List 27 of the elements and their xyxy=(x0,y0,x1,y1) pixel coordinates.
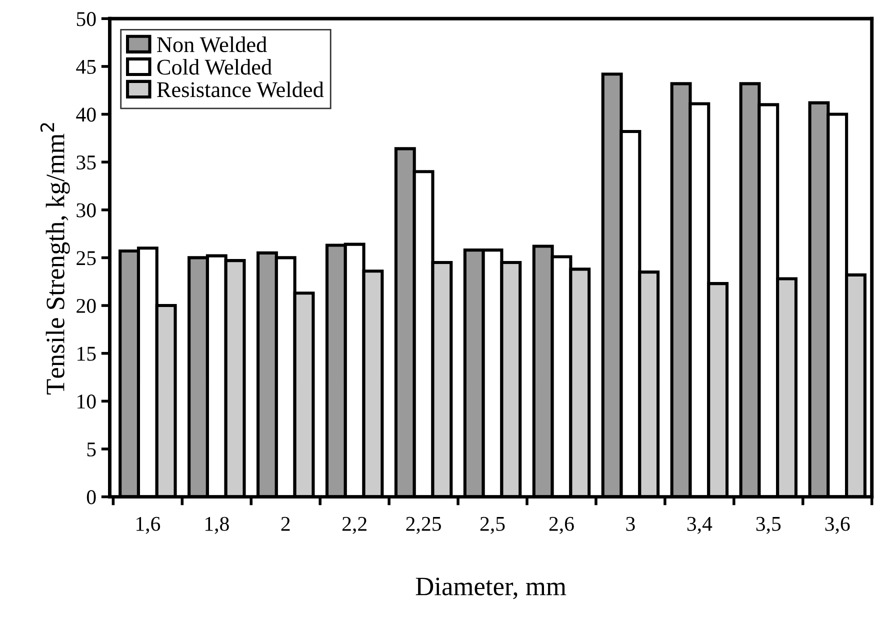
legend-label: Cold Welded xyxy=(157,59,272,75)
y-tick-label: 40 xyxy=(76,108,96,122)
y-tick-label: 30 xyxy=(76,203,96,218)
y-tick-label: 35 xyxy=(76,156,96,170)
y-axis-title: Tensile Strength, kg/mm$^{2}$ xyxy=(40,123,70,394)
x-tick-label: 2 xyxy=(281,516,290,531)
y-tick-label: 15 xyxy=(78,346,96,361)
x-tick-label: 2,25 xyxy=(406,516,441,534)
y-tick-label: 5 xyxy=(87,442,96,456)
y-tick-label: 0 xyxy=(86,490,96,504)
x-tick-label: 1,6 xyxy=(136,516,160,534)
y-tick-label: 45 xyxy=(76,60,96,74)
legend-label: Non Welded xyxy=(157,36,267,52)
x-tick-label: 2,2 xyxy=(342,516,366,534)
legend-label: Resistance Welded xyxy=(157,82,324,98)
y-tick-label: 20 xyxy=(76,298,96,313)
x-tick-label: 3,4 xyxy=(687,516,712,534)
x-tick-label: 3,6 xyxy=(825,516,850,534)
y-tick-label: 25 xyxy=(76,251,96,266)
y-tick-label: 10 xyxy=(78,394,96,409)
x-tick-label: 2,6 xyxy=(549,516,574,534)
x-tick-label: 3 xyxy=(626,516,635,531)
x-tick-label: 1,8 xyxy=(205,516,229,534)
x-axis-title: Diameter, mm xyxy=(416,578,566,600)
x-tick-label: 2,5 xyxy=(480,516,505,534)
y-tick-label: 50 xyxy=(76,12,96,26)
x-tick-label: 3,5 xyxy=(756,516,781,534)
